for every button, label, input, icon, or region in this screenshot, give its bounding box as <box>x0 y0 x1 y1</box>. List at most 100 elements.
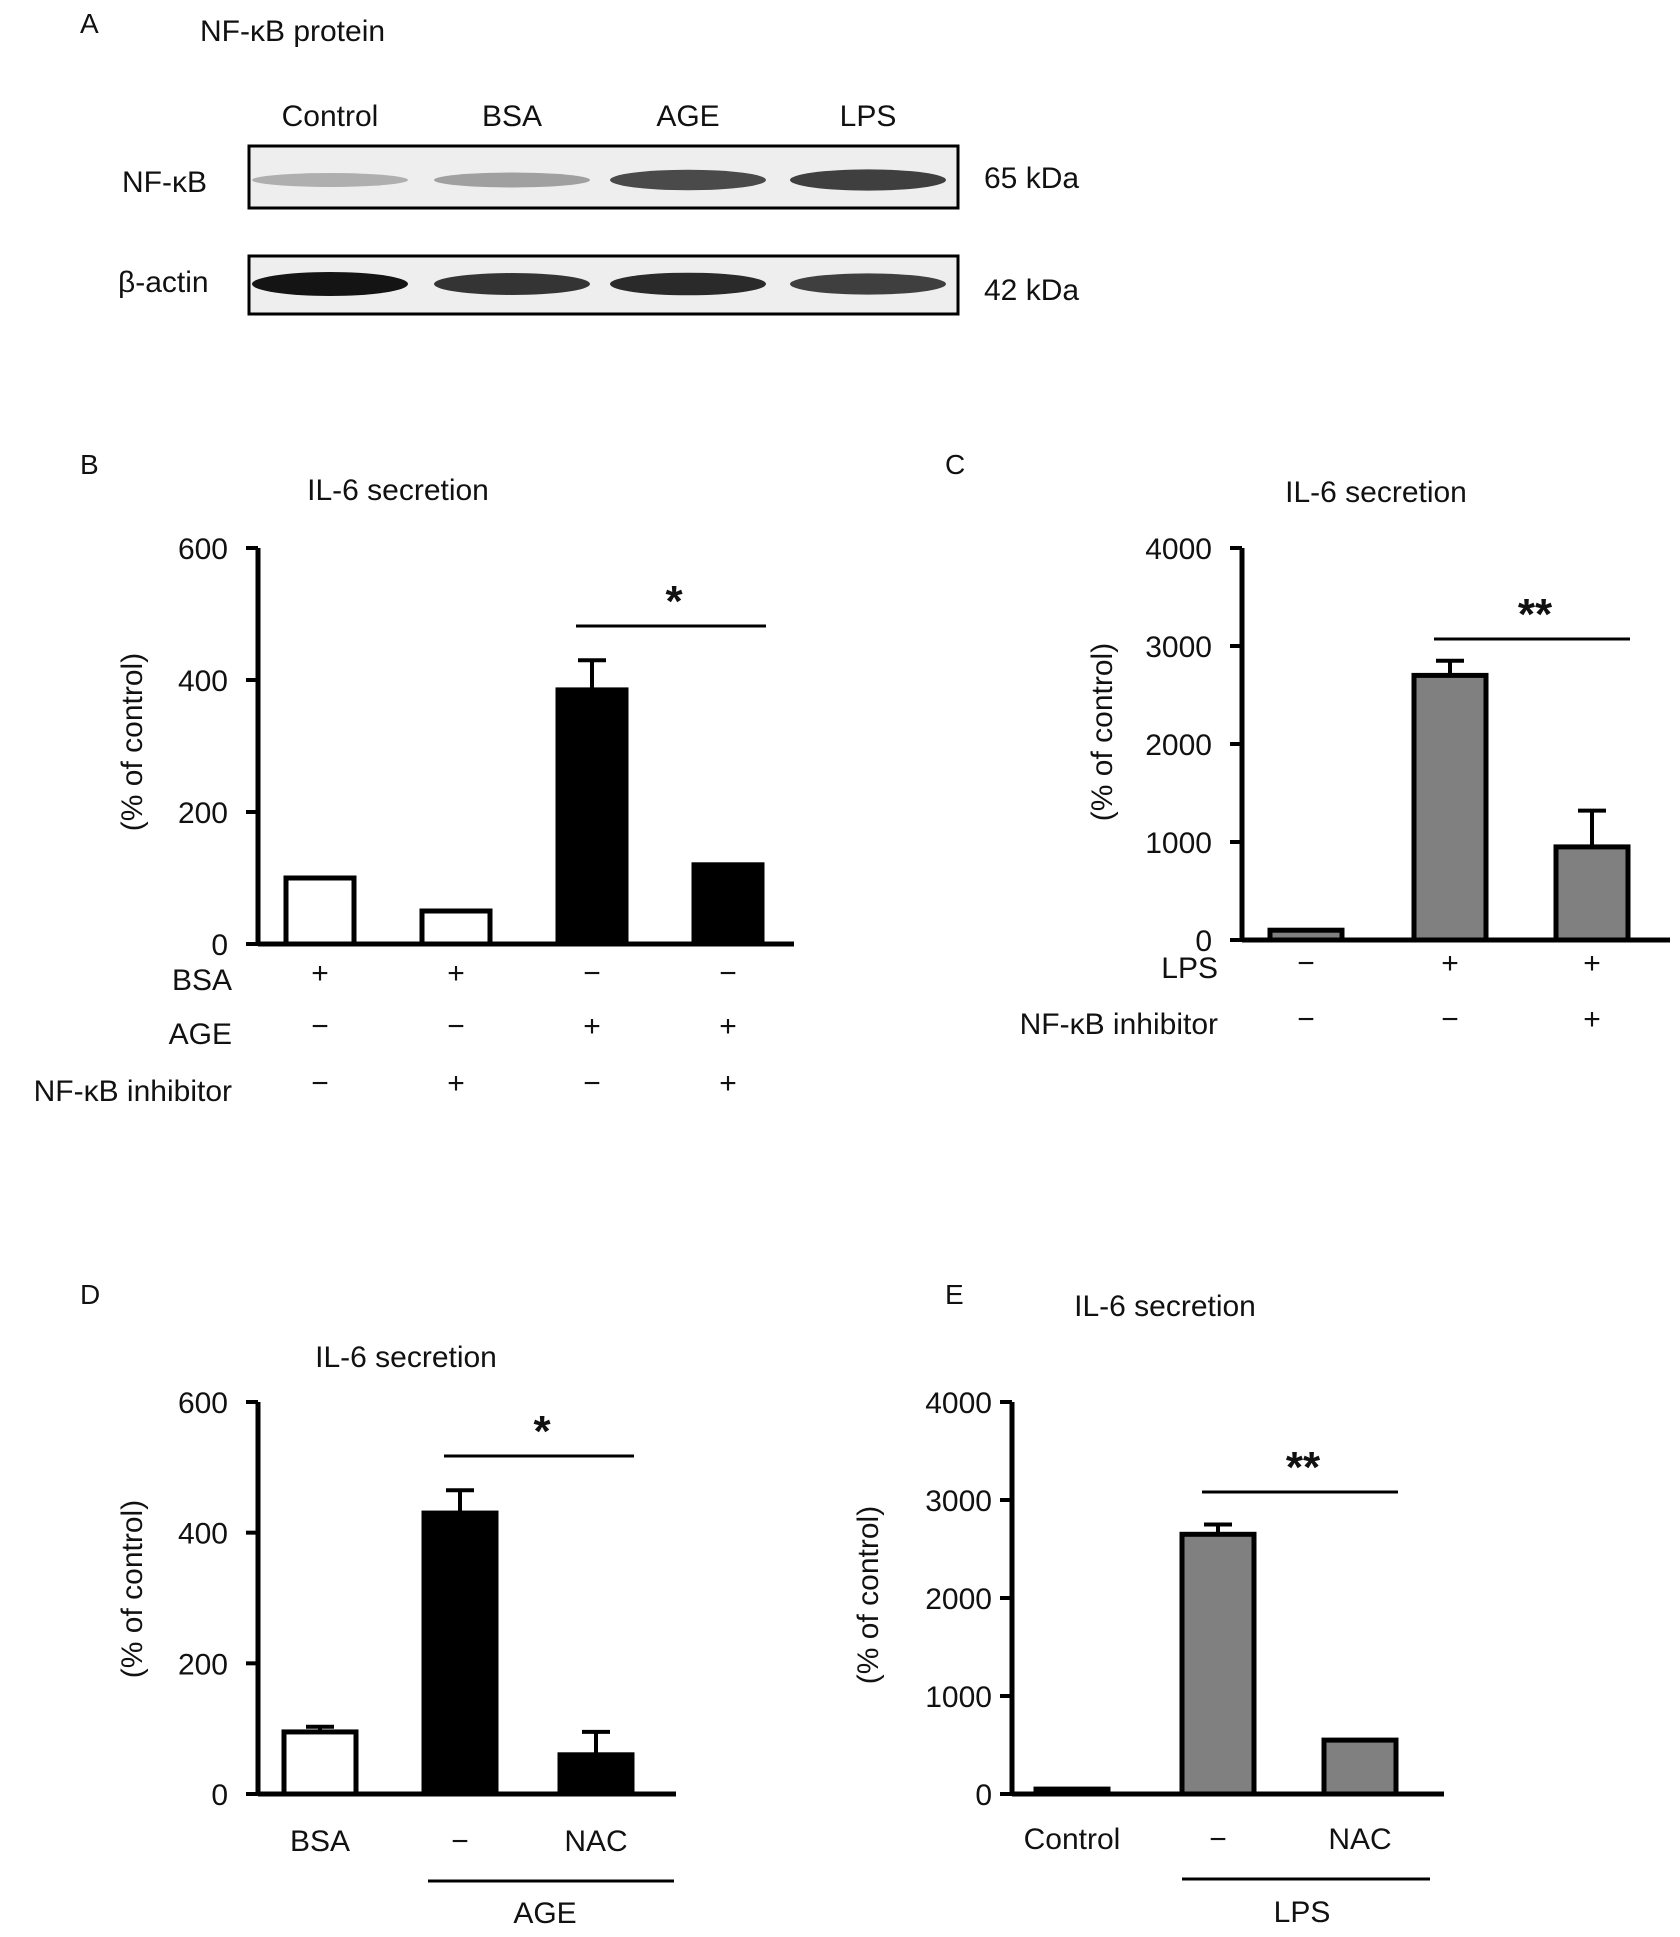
blot-band <box>252 173 408 187</box>
y-tick-label: 2000 <box>1145 729 1212 762</box>
chart-e-axes <box>1009 1402 1444 1797</box>
significance-marker: ** <box>1518 590 1553 639</box>
blot-lane-label: Control <box>282 100 379 133</box>
blot-lane-label: LPS <box>840 100 897 133</box>
y-tick-label: 0 <box>1195 925 1212 958</box>
bar <box>691 862 765 947</box>
bar <box>557 1752 635 1797</box>
condition-mark: + <box>311 957 329 990</box>
panel-c: C IL-6 secretion (% of control) 0 1000 200… <box>945 449 1670 1041</box>
blot-band <box>610 169 766 191</box>
significance-marker: * <box>665 577 683 626</box>
condition-label: AGE <box>169 1018 232 1051</box>
y-tick-label: 3000 <box>1145 631 1212 664</box>
y-tick-label: 600 <box>178 1387 228 1420</box>
condition-mark: + <box>719 1067 737 1100</box>
chart-b-significance: * <box>576 577 766 628</box>
panel-label-a: A <box>80 8 99 39</box>
chart-d-categories: BSA − NAC <box>290 1825 628 1858</box>
panel-b: B IL-6 secretion (% of control) 0 200 400 6… <box>34 449 794 1108</box>
category-label: NAC <box>564 1825 627 1858</box>
category-label: BSA <box>290 1825 350 1858</box>
blot-lane-label: AGE <box>656 100 719 133</box>
chart-c-bars <box>1267 658 1631 943</box>
condition-label: BSA <box>172 964 232 997</box>
blot-band <box>252 272 408 296</box>
condition-mark: − <box>1441 1003 1459 1036</box>
panel-label-b: B <box>80 449 99 480</box>
condition-mark: + <box>447 1067 465 1100</box>
condition-mark: + <box>447 957 465 990</box>
blot-size-label: 42 kDa <box>984 274 1079 307</box>
panel-label-d: D <box>80 1279 100 1310</box>
chart-d-ticks: 0 200 400 600 <box>178 1387 258 1812</box>
bar <box>283 875 357 947</box>
blot-band <box>610 272 766 296</box>
chart-b-bars <box>283 658 765 947</box>
chart-e-ticks: 0 1000 2000 3000 4000 <box>925 1387 1012 1812</box>
y-tick-label: 1000 <box>925 1681 992 1714</box>
chart-b-condition-marks: + + − − − − + + − + − + <box>311 957 737 1100</box>
blot-bands <box>252 169 946 296</box>
chart-c-conditions: LPS NF-κB inhibitor − + + − − + <box>1020 947 1601 1041</box>
panel-label-c: C <box>945 449 965 480</box>
condition-label: NF-κB inhibitor <box>1020 1008 1218 1041</box>
y-tick-label: 0 <box>211 929 228 962</box>
chart-b-axes <box>255 548 794 947</box>
category-label: − <box>1209 1823 1227 1856</box>
chart-c-significance: ** <box>1434 590 1630 641</box>
condition-mark: − <box>1297 947 1315 980</box>
chart-d-bars <box>281 1488 635 1797</box>
chart-d-title: IL-6 secretion <box>315 1341 497 1374</box>
chart-c-ylabel: (% of control) <box>1086 643 1119 821</box>
blot-band <box>434 273 590 295</box>
bar <box>281 1729 359 1797</box>
chart-e-title: IL-6 secretion <box>1074 1290 1256 1323</box>
blot-row-label: β-actin <box>118 266 209 299</box>
condition-mark: + <box>1583 1003 1601 1036</box>
panel-a: A NF-κB protein Control BSA AGE LPS NF-κ… <box>80 8 1079 316</box>
bar <box>1179 1531 1257 1797</box>
category-label: NAC <box>1328 1823 1391 1856</box>
category-label: Control <box>1024 1823 1121 1856</box>
chart-c-ticks: 0 1000 2000 3000 4000 <box>1145 533 1242 958</box>
y-tick-label: 1000 <box>1145 827 1212 860</box>
condition-mark: + <box>1583 947 1601 980</box>
y-tick-label: 600 <box>178 533 228 566</box>
y-tick-label: 3000 <box>925 1485 992 1518</box>
condition-mark: − <box>447 1010 465 1043</box>
y-tick-label: 4000 <box>1145 533 1212 566</box>
blot-band <box>790 273 946 295</box>
panel-e: E IL-6 secretion (% of control) 0 1000 200… <box>852 1279 1444 1929</box>
condition-mark: + <box>719 1010 737 1043</box>
y-tick-label: 200 <box>178 1648 228 1681</box>
panel-d: D IL-6 secretion (% of control) 0 200 400 6… <box>80 1279 676 1930</box>
condition-mark: − <box>583 957 601 990</box>
chart-d-group-label: AGE <box>513 1897 576 1930</box>
condition-mark: − <box>311 1010 329 1043</box>
y-tick-label: 4000 <box>925 1387 992 1420</box>
y-tick-label: 0 <box>975 1779 992 1812</box>
condition-mark: + <box>1441 947 1459 980</box>
chart-b-title: IL-6 secretion <box>307 474 489 507</box>
bar <box>1321 1737 1399 1797</box>
condition-label: LPS <box>1161 952 1218 985</box>
bar <box>555 687 629 947</box>
chart-e-categories: Control − NAC <box>1024 1823 1392 1856</box>
y-tick-label: 400 <box>178 665 228 698</box>
condition-mark: − <box>583 1067 601 1100</box>
blot-lane-label: BSA <box>482 100 542 133</box>
chart-e-significance: ** <box>1202 1443 1398 1494</box>
chart-b-conditions: BSA AGE NF-κB inhibitor + + − − − − + + − + − + <box>34 957 737 1108</box>
chart-e-group-label: LPS <box>1274 1896 1331 1929</box>
chart-d-axes <box>255 1402 676 1797</box>
chart-b-ylabel: (% of control) <box>116 653 149 831</box>
blot-row-label: NF-κB <box>122 166 207 199</box>
blot-band <box>790 169 946 191</box>
significance-marker: * <box>533 1407 551 1456</box>
condition-mark: − <box>311 1067 329 1100</box>
y-tick-label: 0 <box>211 1779 228 1812</box>
y-tick-label: 200 <box>178 797 228 830</box>
condition-mark: − <box>719 957 737 990</box>
